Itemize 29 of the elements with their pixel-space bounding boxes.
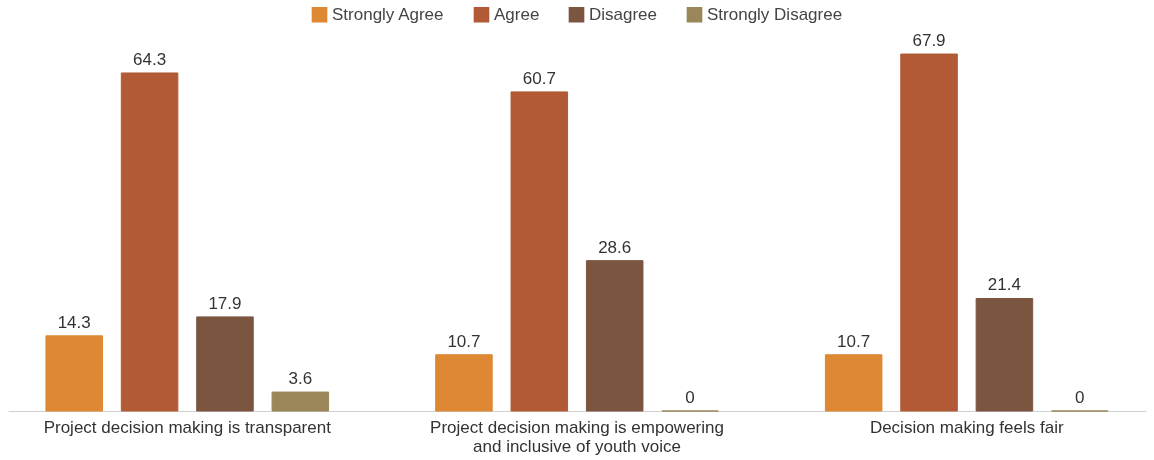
bar bbox=[900, 53, 958, 412]
data-label: 17.9 bbox=[208, 293, 242, 313]
x-tick-label: Project decision making is empowering and inclusive of youth voice bbox=[430, 417, 724, 456]
data-label: 0 bbox=[685, 388, 695, 407]
data-label: 0 bbox=[1075, 388, 1085, 407]
data-label: 10.7 bbox=[447, 331, 481, 351]
data-label: 64.3 bbox=[133, 49, 167, 69]
data-label: 60.7 bbox=[522, 68, 556, 88]
legend-label: Agree bbox=[494, 4, 540, 24]
x-tick-label: Decision making feels fair bbox=[869, 417, 1064, 437]
bar bbox=[510, 91, 569, 412]
bar bbox=[975, 298, 1034, 412]
data-label: 14.3 bbox=[57, 312, 91, 332]
legend-label: Disagree bbox=[589, 4, 658, 24]
x-tick-label: Project decision making is transparent bbox=[43, 417, 332, 437]
legend-label: Strongly Agree bbox=[332, 4, 444, 24]
bar bbox=[435, 354, 493, 412]
legend-label: Strongly Disagree bbox=[707, 4, 843, 24]
data-label: 3.6 bbox=[288, 369, 313, 389]
bar bbox=[824, 354, 883, 412]
data-label: 28.6 bbox=[598, 237, 632, 257]
bar bbox=[45, 335, 103, 412]
bar bbox=[271, 391, 330, 412]
data-label: 21.4 bbox=[987, 275, 1021, 295]
bar bbox=[196, 316, 254, 412]
bar bbox=[120, 72, 179, 412]
data-label: 67.9 bbox=[912, 31, 946, 51]
data-label: 10.7 bbox=[837, 331, 871, 351]
bar bbox=[585, 260, 644, 412]
